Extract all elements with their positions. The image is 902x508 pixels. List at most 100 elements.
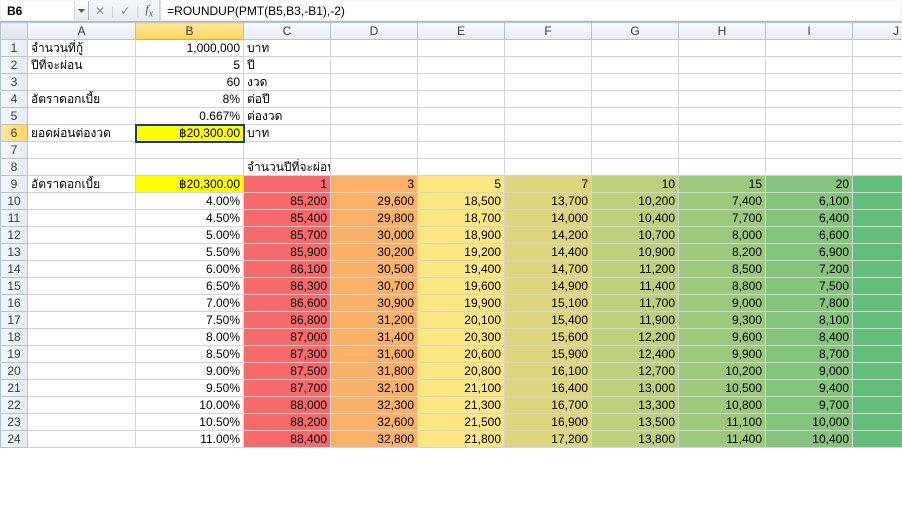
cell-E12[interactable]: 18,900 <box>418 227 505 244</box>
cell-D13[interactable]: 30,200 <box>331 244 418 261</box>
cell-F14[interactable]: 14,700 <box>505 261 592 278</box>
cell-B20[interactable]: 9.00% <box>136 363 244 380</box>
cell-I19[interactable]: 8,700 <box>766 346 853 363</box>
cell-J17[interactable]: 7,000 <box>853 312 902 329</box>
cell-B15[interactable]: 6.50% <box>136 278 244 295</box>
row-header-15[interactable]: 15 <box>1 278 28 295</box>
column-header-E[interactable]: E <box>418 23 505 40</box>
cell-E1[interactable] <box>418 40 505 57</box>
cell-D11[interactable]: 29,800 <box>331 210 418 227</box>
cell-I5[interactable] <box>766 108 853 125</box>
cell-B16[interactable]: 7.00% <box>136 295 244 312</box>
cell-A19[interactable] <box>28 346 136 363</box>
cell-E11[interactable]: 18,700 <box>418 210 505 227</box>
cell-F19[interactable]: 15,900 <box>505 346 592 363</box>
select-all-corner[interactable] <box>1 23 28 40</box>
cell-J22[interactable]: 8,800 <box>853 397 902 414</box>
cell-H22[interactable]: 10,800 <box>679 397 766 414</box>
cell-H16[interactable]: 9,000 <box>679 295 766 312</box>
cell-H4[interactable] <box>679 91 766 108</box>
cell-A20[interactable] <box>28 363 136 380</box>
cell-H8[interactable] <box>679 159 766 176</box>
cell-C24[interactable]: 88,400 <box>244 431 331 448</box>
cell-E5[interactable] <box>418 108 505 125</box>
cell-F2[interactable] <box>505 57 592 74</box>
cell-D17[interactable]: 31,200 <box>331 312 418 329</box>
row-header-11[interactable]: 11 <box>1 210 28 227</box>
cell-E4[interactable] <box>418 91 505 108</box>
cell-I2[interactable] <box>766 57 853 74</box>
cell-C1[interactable]: บาท <box>244 40 331 57</box>
cell-D3[interactable] <box>331 74 418 91</box>
fx-icon[interactable]: fx <box>145 2 153 19</box>
cell-C10[interactable]: 85,200 <box>244 193 331 210</box>
cell-J20[interactable]: 8,100 <box>853 363 902 380</box>
column-header-C[interactable]: C <box>244 23 331 40</box>
cell-F13[interactable]: 14,400 <box>505 244 592 261</box>
cell-E7[interactable] <box>418 142 505 159</box>
column-header-B[interactable]: B <box>136 23 244 40</box>
cell-J7[interactable] <box>853 142 902 159</box>
row-header-22[interactable]: 22 <box>1 397 28 414</box>
cell-E6[interactable] <box>418 125 505 142</box>
cell-B7[interactable] <box>136 142 244 159</box>
cell-F20[interactable]: 16,100 <box>505 363 592 380</box>
cell-J1[interactable] <box>853 40 902 57</box>
cell-D1[interactable] <box>331 40 418 57</box>
cell-J6[interactable] <box>853 125 902 142</box>
cell-F1[interactable] <box>505 40 592 57</box>
row-header-21[interactable]: 21 <box>1 380 28 397</box>
column-header-F[interactable]: F <box>505 23 592 40</box>
cell-A23[interactable] <box>28 414 136 431</box>
cell-A6[interactable]: ยอดผ่อนต่องวด <box>28 125 136 142</box>
cell-C7[interactable] <box>244 142 331 159</box>
row-header-13[interactable]: 13 <box>1 244 28 261</box>
cell-B3[interactable]: 60 <box>136 74 244 91</box>
cell-E10[interactable]: 18,500 <box>418 193 505 210</box>
cell-I6[interactable] <box>766 125 853 142</box>
cell-G16[interactable]: 11,700 <box>592 295 679 312</box>
cell-H9[interactable]: 15 <box>679 176 766 193</box>
cell-D8[interactable] <box>331 159 418 176</box>
cell-J15[interactable]: 6,300 <box>853 278 902 295</box>
cell-F9[interactable]: 7 <box>505 176 592 193</box>
cell-B12[interactable]: 5.00% <box>136 227 244 244</box>
cell-C14[interactable]: 86,100 <box>244 261 331 278</box>
cell-H21[interactable]: 10,500 <box>679 380 766 397</box>
cell-I20[interactable]: 9,000 <box>766 363 853 380</box>
cell-G7[interactable] <box>592 142 679 159</box>
cell-A21[interactable] <box>28 380 136 397</box>
cell-E16[interactable]: 19,900 <box>418 295 505 312</box>
cell-C18[interactable]: 87,000 <box>244 329 331 346</box>
cell-D16[interactable]: 30,900 <box>331 295 418 312</box>
cell-D23[interactable]: 32,600 <box>331 414 418 431</box>
cell-J11[interactable]: 5,100 <box>853 210 902 227</box>
spreadsheet-grid[interactable]: ABCDEFGHIJ 1จำนวนที่กู้1,000,000บาท2ปีที… <box>0 22 902 448</box>
cell-E24[interactable]: 21,800 <box>418 431 505 448</box>
cell-B6[interactable]: ฿20,300.00 <box>136 125 244 142</box>
cell-G14[interactable]: 11,200 <box>592 261 679 278</box>
cell-E21[interactable]: 21,100 <box>418 380 505 397</box>
cell-E17[interactable]: 20,100 <box>418 312 505 329</box>
cell-C4[interactable]: ต่อปี <box>244 91 331 108</box>
row-header-6[interactable]: 6 <box>1 125 28 142</box>
cell-A13[interactable] <box>28 244 136 261</box>
cell-B11[interactable]: 4.50% <box>136 210 244 227</box>
cell-B24[interactable]: 11.00% <box>136 431 244 448</box>
cell-I1[interactable] <box>766 40 853 57</box>
column-header-A[interactable]: A <box>28 23 136 40</box>
cell-B22[interactable]: 10.00% <box>136 397 244 414</box>
cell-F24[interactable]: 17,200 <box>505 431 592 448</box>
cell-J21[interactable]: 8,500 <box>853 380 902 397</box>
cell-A3[interactable] <box>28 74 136 91</box>
cell-C11[interactable]: 85,400 <box>244 210 331 227</box>
cell-G8[interactable] <box>592 159 679 176</box>
cell-E3[interactable] <box>418 74 505 91</box>
cell-H7[interactable] <box>679 142 766 159</box>
cell-I13[interactable]: 6,900 <box>766 244 853 261</box>
cell-A2[interactable]: ปีที่จะผ่อน <box>28 57 136 74</box>
cell-F3[interactable] <box>505 74 592 91</box>
cell-I3[interactable] <box>766 74 853 91</box>
cell-G15[interactable]: 11,400 <box>592 278 679 295</box>
cell-A5[interactable] <box>28 108 136 125</box>
